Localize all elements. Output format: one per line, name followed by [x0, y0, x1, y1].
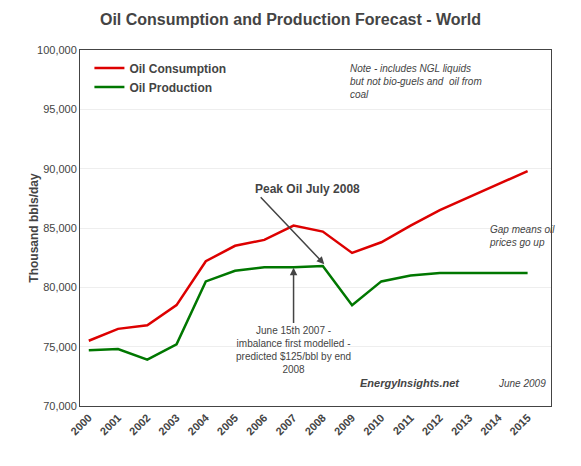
svg-text:Peak Oil July 2008: Peak Oil July 2008 — [255, 182, 360, 196]
svg-text:June 2009: June 2009 — [498, 378, 546, 389]
svg-text:80,000: 80,000 — [43, 281, 77, 293]
svg-text:2007: 2007 — [273, 412, 299, 438]
svg-text:EnergyInsights.net: EnergyInsights.net — [360, 377, 460, 389]
svg-text:2006: 2006 — [244, 412, 270, 438]
svg-text:2000: 2000 — [68, 412, 94, 438]
svg-text:2013: 2013 — [449, 412, 475, 438]
svg-text:2012: 2012 — [419, 412, 445, 438]
svg-text:2010: 2010 — [361, 412, 387, 438]
svg-text:2002: 2002 — [127, 412, 153, 438]
svg-text:2001: 2001 — [98, 412, 124, 438]
svg-text:Oil Consumption: Oil Consumption — [129, 62, 226, 76]
svg-text:Oil Consumption and Production: Oil Consumption and Production Forecast … — [100, 11, 481, 28]
svg-text:2005: 2005 — [215, 412, 241, 438]
svg-text:June 15th 2007 -imbalance firs: June 15th 2007 -imbalance first modelled… — [236, 325, 351, 375]
svg-text:95,000: 95,000 — [43, 103, 77, 115]
svg-text:100,000: 100,000 — [37, 44, 77, 56]
svg-text:2014: 2014 — [478, 411, 504, 437]
svg-text:2009: 2009 — [332, 412, 358, 438]
svg-text:Thousand bbls/day: Thousand bbls/day — [27, 173, 41, 283]
svg-text:2015: 2015 — [507, 412, 533, 438]
svg-text:2011: 2011 — [391, 412, 416, 437]
svg-text:Gap means oilprices go up: Gap means oilprices go up — [489, 224, 555, 248]
svg-text:Oil Production: Oil Production — [129, 81, 212, 95]
svg-text:2004: 2004 — [185, 411, 211, 437]
svg-text:70,000: 70,000 — [43, 400, 77, 412]
svg-text:2003: 2003 — [156, 412, 182, 438]
svg-text:90,000: 90,000 — [43, 163, 77, 175]
svg-text:Note - includes NGL liquidsbut: Note - includes NGL liquidsbut not bio-g… — [350, 63, 482, 100]
svg-text:2008: 2008 — [302, 412, 328, 438]
svg-text:85,000: 85,000 — [43, 222, 77, 234]
svg-text:75,000: 75,000 — [43, 341, 77, 353]
